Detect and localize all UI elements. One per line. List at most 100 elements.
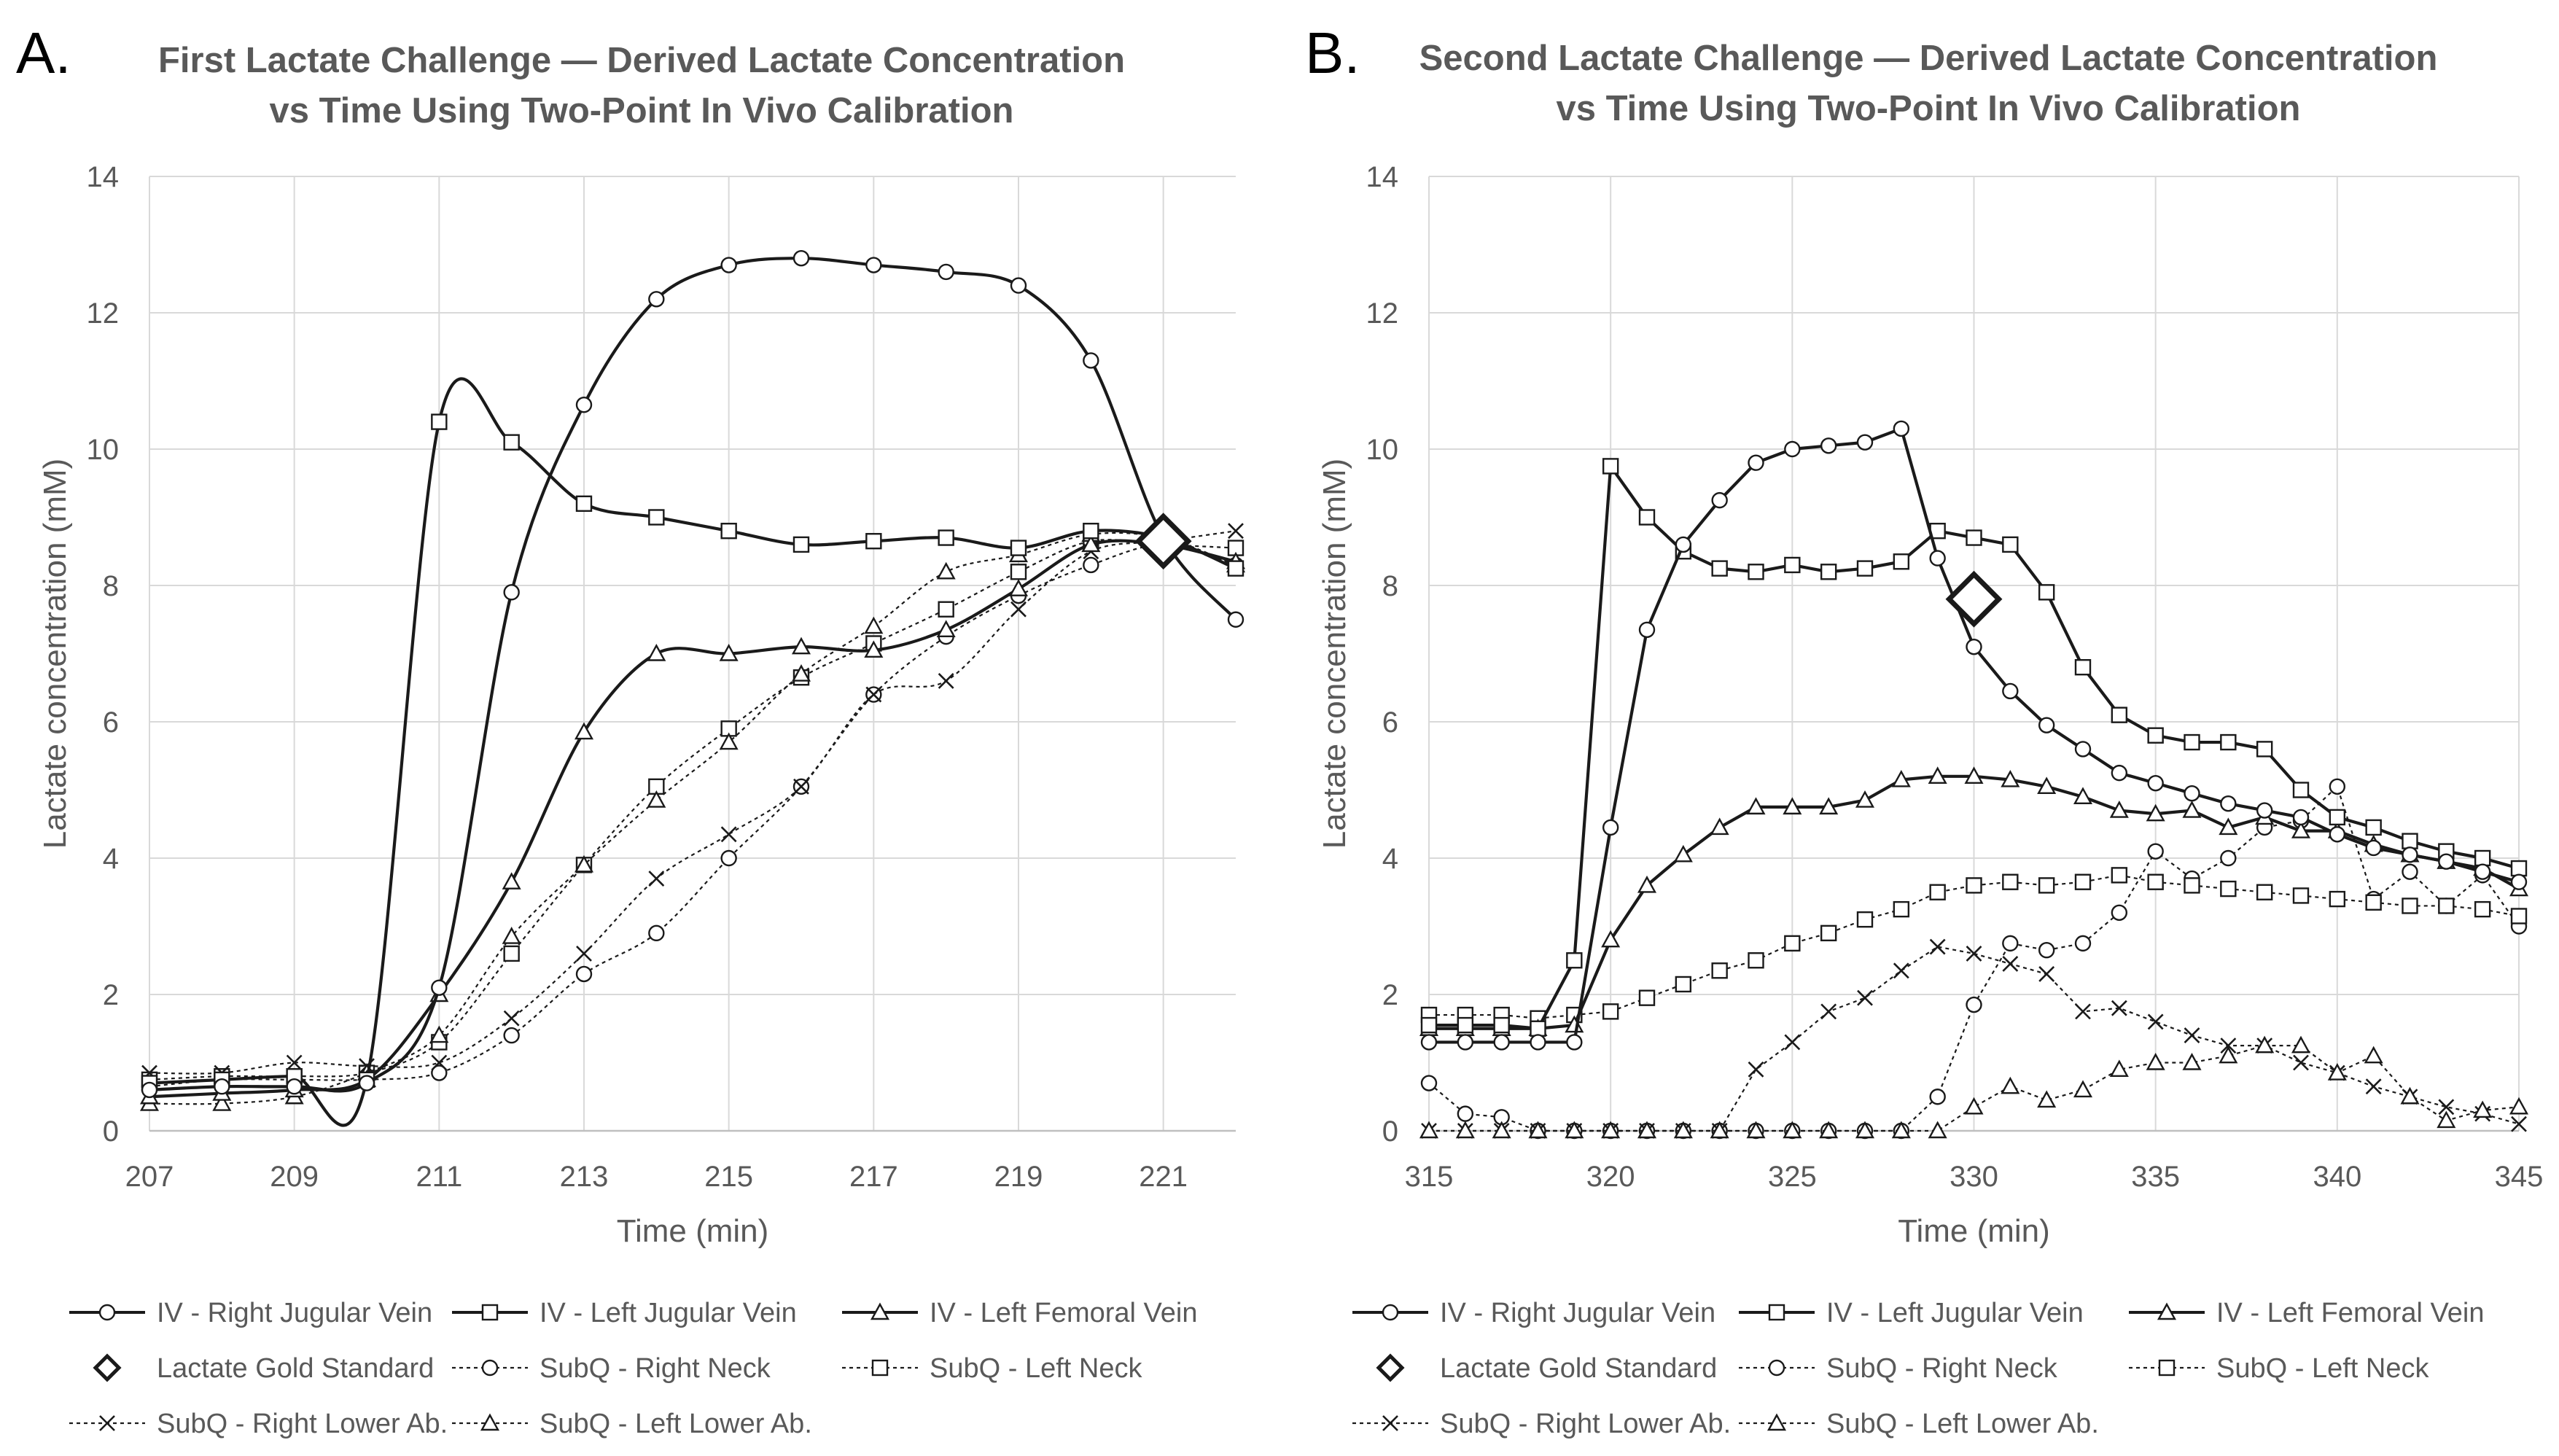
legend-label: IV - Right Jugular Vein [157, 1298, 432, 1328]
data-point [1457, 1016, 1474, 1034]
data-point [2111, 764, 2128, 782]
data-point [1748, 952, 1764, 969]
data-point [2002, 682, 2019, 700]
legend-marker-icon [99, 1415, 115, 1431]
data-point [1010, 277, 1027, 294]
data-point [2038, 877, 2055, 894]
data-point [2219, 1046, 2238, 1064]
data-point [1710, 1121, 1729, 1139]
data-point [1746, 1121, 1766, 1139]
legend-label: IV - Left Jugular Vein [540, 1298, 797, 1328]
data-point [2438, 898, 2455, 914]
data-point [1420, 1075, 1438, 1091]
legend-item: SubQ - Right Lower Ab. [1352, 1409, 1731, 1439]
legend: IV - Right Jugular Vein IV - Left Jugular… [1352, 1298, 2485, 1439]
y-axis-label: Lactate concentration (mM) [1317, 459, 1352, 849]
data-point [2473, 1100, 2493, 1118]
data-point [2147, 873, 2164, 890]
data-point [936, 561, 956, 580]
legend-marker-icon [1768, 1359, 1785, 1377]
data-point [1419, 1121, 1439, 1139]
data-point [1675, 976, 1692, 993]
data-point [2074, 935, 2092, 952]
data-point [938, 601, 954, 618]
data-point [503, 1010, 520, 1027]
x-tick-label: 211 [416, 1161, 462, 1193]
legend-label: SubQ - Right Lower Ab. [157, 1409, 448, 1439]
data-point [1711, 560, 1728, 577]
series-subq-left-neck [1420, 867, 2528, 1027]
data-point [1638, 621, 1656, 638]
chart-title-line: vs Time Using Two-Point In Vivo Calibrat… [1557, 89, 2301, 128]
legend-item: Lactate Gold Standard [93, 1353, 434, 1384]
data-point [2002, 536, 2019, 553]
data-point [1638, 509, 1656, 526]
data-point [2510, 873, 2528, 890]
legend-label: SubQ - Right Neck [540, 1353, 771, 1384]
data-point [1964, 766, 1984, 785]
data-point [286, 1054, 303, 1071]
data-point [1638, 989, 1656, 1006]
series-lactate-gold-standard [1134, 513, 1192, 570]
data-point [503, 945, 520, 962]
data-point [1711, 962, 1728, 979]
data-point [792, 536, 810, 553]
y-tick-label: 2 [1382, 979, 1398, 1011]
data-point [2364, 1046, 2383, 1064]
data-point [1855, 790, 1875, 808]
data-point [431, 979, 448, 996]
data-point [1966, 638, 1982, 655]
data-point [2220, 733, 2237, 751]
data-point [431, 413, 448, 430]
data-point [1457, 1105, 1474, 1122]
data-point [1083, 352, 1099, 369]
data-point [1637, 1121, 1657, 1139]
data-point [1856, 434, 1874, 451]
legend-item: SubQ - Left Neck [842, 1353, 1142, 1384]
data-point [214, 1078, 230, 1095]
data-point [2111, 1000, 2127, 1016]
data-point [2327, 1063, 2347, 1081]
data-point [1455, 1121, 1475, 1139]
data-point [1966, 529, 1982, 546]
data-point [2001, 1076, 2020, 1094]
data-point [1492, 1121, 1511, 1139]
data-point [648, 924, 665, 942]
x-tick-label: 320 [1586, 1161, 1635, 1193]
data-point [2220, 849, 2237, 867]
series-subq-left-lower-ab [1419, 1035, 2529, 1139]
data-point [2293, 1054, 2309, 1071]
data-point [1929, 550, 1946, 567]
data-point [2074, 873, 2092, 890]
y-tick-label: 6 [103, 706, 119, 739]
x-tick-label: 315 [1405, 1161, 1454, 1193]
data-point [720, 257, 737, 273]
data-point [2329, 809, 2346, 826]
x-tick-label: 330 [1950, 1161, 1998, 1193]
data-point [1748, 564, 1764, 580]
legend-marker-icon [481, 1359, 499, 1377]
data-point [1855, 1121, 1875, 1139]
data-point [2001, 769, 2020, 787]
data-point [2474, 900, 2491, 918]
data-point [575, 397, 593, 413]
series-subq-right-lower-ab [141, 523, 1244, 1081]
data-point [1966, 996, 1982, 1013]
data-point [429, 1025, 449, 1043]
y-tick-label: 8 [1382, 570, 1398, 602]
x-tick-label: 213 [560, 1161, 609, 1193]
data-point [575, 965, 593, 983]
data-point [2402, 833, 2418, 849]
chart-title-line: vs Time Using Two-Point In Vivo Calibrat… [270, 91, 1014, 131]
data-point [1820, 924, 1837, 942]
data-point [2365, 1078, 2382, 1095]
x-tick-label: 219 [994, 1161, 1043, 1193]
data-point [1748, 454, 1764, 471]
data-point [720, 849, 737, 867]
legend-label: Lactate Gold Standard [157, 1353, 434, 1384]
data-point [2402, 846, 2418, 863]
data-point [2184, 1027, 2200, 1044]
data-point [2438, 853, 2455, 870]
data-point [2220, 880, 2237, 898]
data-point [1010, 564, 1027, 580]
